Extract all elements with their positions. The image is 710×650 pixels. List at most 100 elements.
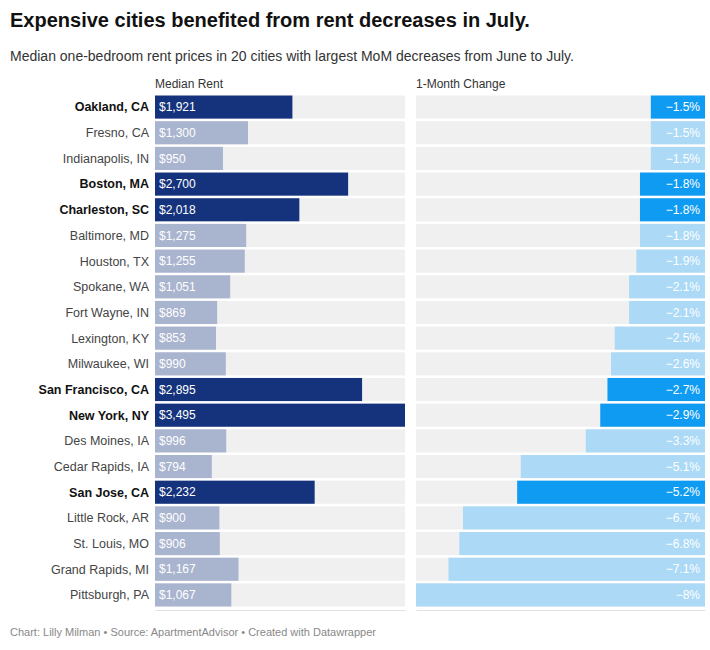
category-label: Grand Rapids, MI bbox=[51, 563, 149, 577]
bar bbox=[155, 506, 219, 529]
bar bbox=[155, 327, 216, 350]
data-label: −3.3% bbox=[666, 434, 701, 448]
track bbox=[416, 121, 705, 144]
track bbox=[416, 378, 705, 401]
data-label: $3,495 bbox=[159, 408, 196, 422]
bar bbox=[155, 558, 238, 581]
category-label: San Jose, CA bbox=[69, 486, 149, 500]
bars bbox=[155, 96, 405, 607]
bar bbox=[155, 275, 230, 298]
category-label: Oakland, CA bbox=[75, 100, 149, 114]
category-label: Spokane, WA bbox=[73, 280, 150, 294]
bar bbox=[155, 301, 217, 324]
bar bbox=[155, 583, 231, 606]
data-label: −2.1% bbox=[666, 280, 701, 294]
data-label: −2.9% bbox=[666, 408, 701, 422]
bar bbox=[155, 121, 248, 144]
data-label: −1.8% bbox=[666, 203, 701, 217]
bar bbox=[629, 275, 705, 298]
track bbox=[155, 224, 405, 247]
category-label: Houston, TX bbox=[80, 255, 150, 269]
data-label: −1.8% bbox=[666, 177, 701, 191]
track bbox=[416, 455, 705, 478]
data-label: −1.8% bbox=[666, 229, 701, 243]
data-label: −5.2% bbox=[666, 485, 701, 499]
track bbox=[416, 147, 705, 170]
bar bbox=[155, 147, 223, 170]
category-label: St. Louis, MO bbox=[73, 537, 149, 551]
track bbox=[416, 173, 705, 196]
track bbox=[416, 301, 705, 324]
track bbox=[155, 327, 405, 350]
tracks bbox=[155, 96, 705, 607]
bar bbox=[155, 352, 226, 375]
title: Expensive cities benefited from rent dec… bbox=[10, 9, 530, 31]
bar bbox=[155, 455, 212, 478]
data-label: $2,018 bbox=[159, 203, 196, 217]
bar bbox=[155, 532, 220, 555]
track bbox=[155, 250, 405, 273]
bar bbox=[611, 352, 705, 375]
data-label: $900 bbox=[159, 511, 186, 525]
track bbox=[416, 481, 705, 504]
track bbox=[416, 250, 705, 273]
bar bbox=[155, 404, 405, 427]
data-label: −6.8% bbox=[666, 537, 701, 551]
data-label: −2.1% bbox=[666, 306, 701, 320]
bar bbox=[607, 378, 705, 401]
track bbox=[155, 558, 405, 581]
bar bbox=[459, 532, 705, 555]
data-label: $990 bbox=[159, 357, 186, 371]
data-label: −8% bbox=[676, 588, 701, 602]
bar bbox=[155, 173, 348, 196]
bar bbox=[155, 378, 362, 401]
category-label: Milwaukee, WI bbox=[68, 357, 149, 371]
bar bbox=[521, 455, 705, 478]
track bbox=[416, 198, 705, 221]
bar bbox=[155, 481, 315, 504]
bar bbox=[449, 558, 705, 581]
bar bbox=[636, 250, 705, 273]
bar bbox=[155, 96, 292, 119]
data-label: −1.5% bbox=[666, 100, 701, 114]
data-label: $853 bbox=[159, 331, 186, 345]
bar bbox=[629, 301, 705, 324]
bar bbox=[651, 121, 705, 144]
track bbox=[416, 327, 705, 350]
data-label: $1,255 bbox=[159, 254, 196, 268]
track bbox=[155, 532, 405, 555]
data-label: $1,051 bbox=[159, 280, 196, 294]
track bbox=[416, 275, 705, 298]
category-label: Little Rock, AR bbox=[67, 511, 149, 525]
bar bbox=[416, 583, 705, 606]
data-label: $1,921 bbox=[159, 100, 196, 114]
track bbox=[416, 532, 705, 555]
track bbox=[155, 147, 405, 170]
bar bbox=[651, 147, 705, 170]
track bbox=[155, 173, 405, 196]
data-label: −1.5% bbox=[666, 126, 701, 140]
data-label: $906 bbox=[159, 537, 186, 551]
track bbox=[416, 429, 705, 452]
category-label: Boston, MA bbox=[80, 177, 149, 191]
bar bbox=[640, 198, 705, 221]
bar bbox=[586, 429, 705, 452]
category-labels: Oakland, CAFresno, CAIndianapolis, INBos… bbox=[39, 100, 150, 602]
track bbox=[155, 275, 405, 298]
category-label: Fort Wayne, IN bbox=[65, 306, 149, 320]
chart: Expensive cities benefited from rent dec… bbox=[0, 0, 710, 650]
data-labels: −1.5%−1.5%−1.5%−1.8%−1.8%−1.8%−1.9%−2.1%… bbox=[666, 100, 701, 602]
data-label: −7.1% bbox=[666, 562, 701, 576]
bar bbox=[517, 481, 705, 504]
bar bbox=[651, 96, 705, 119]
x-axis bbox=[417, 610, 706, 611]
track bbox=[416, 506, 705, 529]
category-label: San Francisco, CA bbox=[39, 383, 149, 397]
category-label: Lexington, KY bbox=[71, 332, 149, 346]
subtitle: Median one-bedroom rent prices in 20 cit… bbox=[10, 48, 574, 64]
axis-title: 1-Month Change bbox=[416, 77, 506, 91]
track bbox=[155, 481, 405, 504]
track bbox=[416, 558, 705, 581]
axis-line bbox=[417, 610, 706, 611]
data-label: $1,167 bbox=[159, 562, 196, 576]
